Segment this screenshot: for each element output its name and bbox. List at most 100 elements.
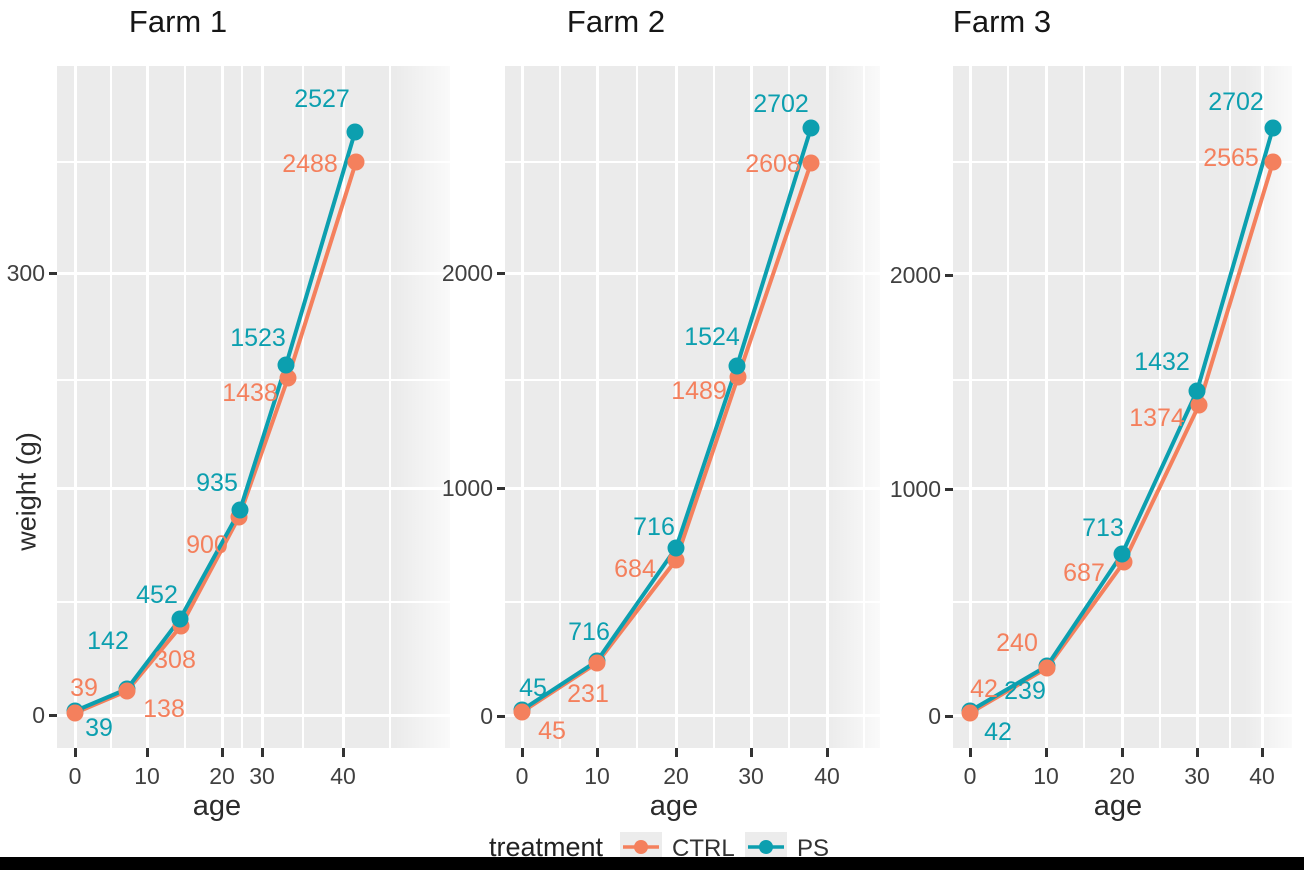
x-tick-label: 30: [738, 763, 764, 789]
y-tick-label: 0: [928, 703, 941, 729]
x-tick-mark: [74, 748, 77, 757]
v-major-gridline: [596, 66, 599, 748]
h-minor-gridline: [505, 379, 880, 381]
h-major-gridline: [953, 487, 1292, 490]
v-minor-gridline: [1229, 66, 1231, 748]
y-tick-label: 2000: [441, 260, 493, 286]
h-major-gridline: [57, 714, 450, 717]
v-minor-gridline: [241, 66, 243, 748]
y-tick-label: 0: [32, 702, 45, 728]
facet-title-farm-2: Farm 2: [566, 4, 666, 39]
y-tick-mark: [497, 272, 505, 275]
x-tick-label: 0: [963, 763, 977, 789]
facet-title-farm-1: Farm 1: [128, 4, 228, 39]
y-tick-mark: [497, 715, 505, 718]
v-major-gridline: [826, 66, 829, 748]
x-tick-mark: [1045, 748, 1048, 757]
v-minor-gridline: [110, 66, 112, 748]
facet-title-farm-3: Farm 3: [952, 4, 1052, 39]
v-major-gridline: [261, 66, 264, 748]
v-major-gridline: [750, 66, 753, 748]
panel-farm-3: [953, 66, 1292, 748]
h-major-gridline: [953, 714, 1292, 717]
v-major-gridline: [521, 66, 524, 748]
ctrl-line-point-icon: [623, 840, 659, 854]
x-tick-mark: [675, 748, 678, 757]
x-tick-label: 20: [1109, 763, 1135, 789]
v-major-gridline: [342, 66, 345, 748]
v-minor-gridline: [788, 66, 790, 748]
h-minor-gridline: [57, 379, 450, 381]
v-minor-gridline: [1159, 66, 1161, 748]
x-tick-mark: [750, 748, 753, 757]
bottom-bar: [0, 857, 1304, 870]
h-major-gridline: [953, 272, 1292, 275]
x-tick-mark: [596, 748, 599, 757]
v-minor-gridline: [184, 66, 186, 748]
h-minor-gridline: [505, 601, 880, 603]
x-axis-title-farm-1: age: [192, 790, 242, 822]
x-tick-label: 30: [249, 763, 275, 789]
v-major-gridline: [1121, 66, 1124, 748]
v-minor-gridline: [302, 66, 304, 748]
x-tick-label: 10: [1033, 763, 1059, 789]
x-tick-label: 40: [330, 763, 356, 789]
v-minor-gridline: [713, 66, 715, 748]
y-tick-mark: [49, 272, 57, 275]
h-major-gridline: [505, 272, 880, 275]
v-minor-gridline: [1007, 66, 1009, 748]
x-tick-mark: [146, 748, 149, 757]
v-major-gridline: [221, 66, 224, 748]
y-tick-mark: [945, 488, 953, 491]
v-minor-gridline: [389, 66, 391, 748]
x-tick-label: 20: [209, 763, 235, 789]
v-minor-gridline: [559, 66, 561, 748]
x-tick-mark: [1121, 748, 1124, 757]
h-major-gridline: [505, 714, 880, 717]
x-tick-mark: [261, 748, 264, 757]
x-tick-label: 40: [814, 763, 840, 789]
x-tick-label: 40: [1249, 763, 1275, 789]
v-minor-gridline: [1083, 66, 1085, 748]
y-tick-label: 300: [6, 260, 45, 286]
v-major-gridline: [1045, 66, 1048, 748]
x-axis-title-farm-3: age: [1093, 790, 1143, 822]
x-tick-label: 0: [68, 763, 82, 789]
x-tick-label: 0: [515, 763, 529, 789]
y-axis-title: weight (g): [11, 432, 42, 551]
y-tick-label: 1000: [441, 475, 493, 501]
x-tick-label: 20: [663, 763, 689, 789]
x-tick-mark: [1196, 748, 1199, 757]
h-minor-gridline: [57, 161, 450, 163]
h-major-gridline: [505, 487, 880, 490]
y-tick-mark: [945, 715, 953, 718]
y-tick-label: 1000: [889, 476, 941, 502]
v-minor-gridline: [636, 66, 638, 748]
v-minor-gridline: [863, 66, 865, 748]
y-tick-mark: [497, 487, 505, 490]
h-minor-gridline: [57, 601, 450, 603]
v-major-gridline: [969, 66, 972, 748]
x-tick-label: 10: [584, 763, 610, 789]
x-tick-mark: [342, 748, 345, 757]
h-minor-gridline: [505, 161, 880, 163]
h-major-gridline: [57, 272, 450, 275]
x-tick-mark: [826, 748, 829, 757]
x-tick-mark: [521, 748, 524, 757]
x-tick-mark: [221, 748, 224, 757]
y-tick-mark: [49, 714, 57, 717]
h-major-gridline: [57, 487, 450, 490]
y-tick-mark: [945, 274, 953, 277]
v-major-gridline: [146, 66, 149, 748]
x-tick-label: 10: [134, 763, 160, 789]
x-tick-label: 30: [1184, 763, 1210, 789]
v-major-gridline: [1196, 66, 1199, 748]
v-major-gridline: [74, 66, 77, 748]
h-minor-gridline: [953, 161, 1292, 163]
x-tick-mark: [969, 748, 972, 757]
y-tick-label: 2000: [889, 262, 941, 288]
panel-farm-1: [57, 66, 450, 748]
ps-line-point-icon: [748, 840, 784, 854]
v-major-gridline: [675, 66, 678, 748]
